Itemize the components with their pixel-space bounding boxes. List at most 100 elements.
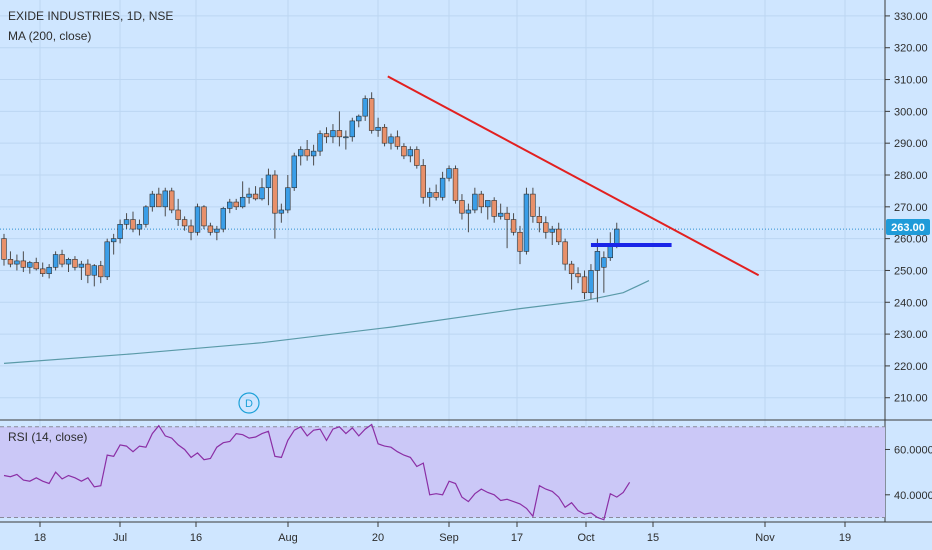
price-tick-label: 300.00	[894, 106, 928, 118]
candle-up	[472, 193, 478, 211]
drawings-layer	[387, 75, 760, 277]
symbol-title[interactable]: EXIDE INDUSTRIES, 1D, NSE	[8, 9, 173, 23]
candle-up	[110, 238, 117, 243]
candle-down	[401, 146, 407, 157]
candle-down	[368, 98, 375, 131]
candle-down	[491, 200, 497, 217]
last-price-tag-bg	[886, 219, 930, 235]
candle-down	[85, 263, 91, 276]
time-tick-label: Aug	[278, 532, 298, 544]
ma-layer	[3, 280, 650, 364]
rsi-tick-label: 60.0000	[894, 444, 932, 456]
last-price-tag-label: 263.00	[891, 222, 925, 234]
time-tick-label: Jul	[113, 532, 127, 544]
candle-down	[304, 149, 310, 157]
candle-down	[381, 126, 388, 144]
time-tick-label: Oct	[577, 532, 594, 544]
dividend-marker[interactable]: D	[238, 392, 260, 414]
dividend-marker-label[interactable]: D	[245, 398, 253, 410]
price-tick-label: 280.00	[894, 170, 928, 182]
candle-up	[123, 219, 130, 225]
candles-layer	[1, 92, 620, 303]
candle-up	[91, 265, 98, 276]
candle-up	[259, 187, 265, 200]
candle-up	[601, 257, 607, 268]
candle-down	[414, 149, 420, 166]
resistance-trendline	[387, 75, 760, 277]
candle-up	[239, 196, 246, 208]
candle-down	[181, 219, 188, 227]
candle-up	[356, 115, 362, 122]
price-tick-label: 270.00	[894, 202, 928, 214]
ma-legend[interactable]: MA (200, close)	[8, 29, 91, 43]
candle-down	[555, 228, 562, 243]
candle-up	[194, 206, 201, 233]
candle-up	[317, 133, 323, 152]
candle-up	[388, 136, 394, 144]
time-axis[interactable]: 18 Jul 16 Aug 20 Sep 17 Oct 15 Nov 19	[34, 522, 851, 544]
candle-down	[510, 219, 517, 233]
candle-up	[330, 130, 336, 138]
price-tick-label: 330.00	[894, 11, 928, 23]
candle-down	[33, 262, 39, 270]
candle-down	[72, 259, 78, 268]
candle-up	[14, 260, 20, 265]
candle-up	[227, 201, 233, 209]
candle-up	[52, 254, 59, 268]
price-tick-label: 220.00	[894, 361, 928, 373]
price-tick-label: 240.00	[894, 297, 928, 309]
candle-up	[310, 150, 317, 157]
candle-down	[272, 174, 278, 214]
candle-down	[336, 130, 343, 138]
time-tick-label: 16	[190, 532, 202, 544]
candle-up	[523, 193, 530, 252]
candle-up	[594, 251, 601, 271]
rsi-band-fill	[0, 426, 885, 518]
candle-up	[343, 136, 349, 139]
time-tick-label: 17	[511, 532, 523, 544]
candle-down	[1, 238, 7, 260]
candle-down	[575, 273, 581, 278]
price-tick-label: 320.00	[894, 43, 928, 55]
rsi-tick-label: 40.0000	[894, 490, 932, 502]
candle-down	[568, 263, 575, 274]
candle-down	[530, 193, 536, 217]
candle-down	[581, 276, 588, 294]
candle-up	[549, 228, 555, 233]
candle-up	[220, 208, 226, 230]
candle-up	[407, 149, 414, 157]
candle-down	[130, 219, 136, 230]
candle-up	[375, 126, 381, 131]
candle-down	[420, 165, 426, 198]
candle-down	[188, 225, 194, 233]
rsi-legend[interactable]: RSI (14, close)	[8, 430, 87, 444]
candle-up	[117, 224, 123, 239]
candle-up	[278, 209, 285, 214]
dividend-marker-circle[interactable]	[238, 392, 260, 414]
candle-down	[433, 192, 439, 198]
ma200-line	[3, 280, 650, 364]
candle-down	[207, 225, 214, 233]
candle-up	[465, 209, 472, 214]
candle-up	[426, 192, 433, 198]
candle-up	[27, 262, 33, 268]
price-tick-label: 230.00	[894, 329, 928, 341]
candle-down	[323, 133, 330, 138]
candle-down	[169, 190, 175, 211]
candle-up	[291, 155, 297, 189]
price-tick-label: 210.00	[894, 393, 928, 405]
candle-up	[485, 200, 491, 208]
candle-up	[246, 193, 252, 198]
candle-down	[175, 209, 181, 220]
candle-up	[78, 263, 85, 268]
price-axis[interactable]: 210.00 220.00 230.00 240.00 250.00 260.00 270.…	[885, 11, 928, 405]
candle-down	[478, 193, 484, 208]
price-tick-label: 260.00	[894, 234, 928, 246]
time-tick-label: Nov	[755, 532, 775, 544]
candle-down	[517, 231, 523, 252]
price-tick-label: 250.00	[894, 265, 928, 277]
candle-up	[285, 187, 291, 211]
candle-down	[20, 260, 27, 268]
rsi-axis[interactable]: 60.0000 40.0000	[885, 444, 932, 502]
